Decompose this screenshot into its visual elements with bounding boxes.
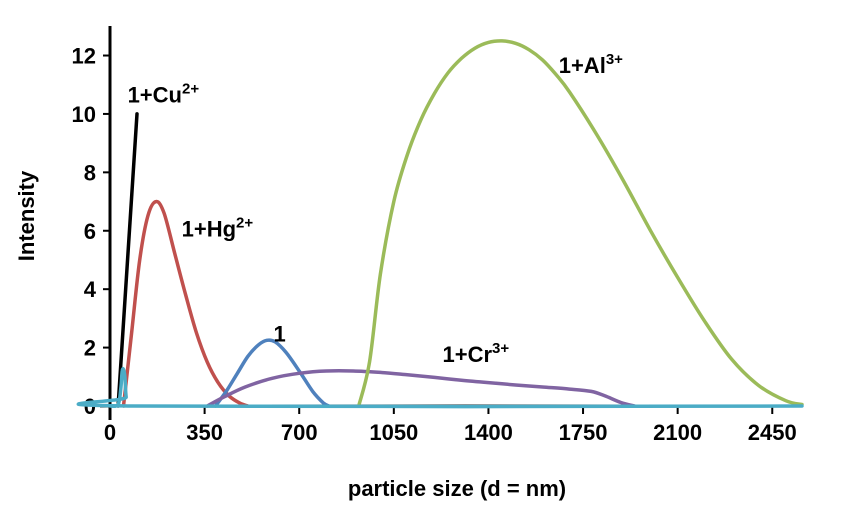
series-label-1: 1+Hg2+ [182, 215, 254, 242]
x-tick-label: 1400 [464, 420, 513, 445]
y-tick-label: 4 [84, 277, 97, 302]
series-label-3: 1+Cr3+ [442, 340, 509, 367]
series-line-0 [116, 112, 139, 408]
x-axis-label: particle size (d = nm) [348, 476, 566, 501]
series-label-4: 1+Al3+ [559, 51, 623, 78]
series-line-2 [213, 338, 331, 408]
x-tick-label: 1050 [369, 420, 418, 445]
series-line-5 [76, 366, 804, 409]
x-tick-label: 1750 [559, 420, 608, 445]
y-tick-label: 10 [72, 102, 96, 127]
series-layer [76, 39, 804, 409]
y-axis-label: Intensity [14, 170, 39, 261]
y-tick-label: 12 [72, 44, 96, 69]
x-tick-label: 2100 [653, 420, 702, 445]
x-tick-label: 0 [104, 420, 116, 445]
series-line-4 [356, 39, 804, 408]
series-line-3 [205, 368, 637, 408]
x-tick-label: 700 [281, 420, 318, 445]
y-tick-label: 8 [84, 160, 96, 185]
series-labels: 1+Cu2+ 1+Hg2+ 1 1+Cr3+ 1+Al3+ [128, 51, 624, 367]
x-tick-label: 2450 [748, 420, 797, 445]
series-label-2: 1 [274, 322, 286, 347]
y-tick-label: 6 [84, 219, 96, 244]
x-tick-label: 350 [186, 420, 223, 445]
y-tick-label: 2 [84, 336, 96, 361]
series-label-0: 1+Cu2+ [128, 80, 200, 107]
